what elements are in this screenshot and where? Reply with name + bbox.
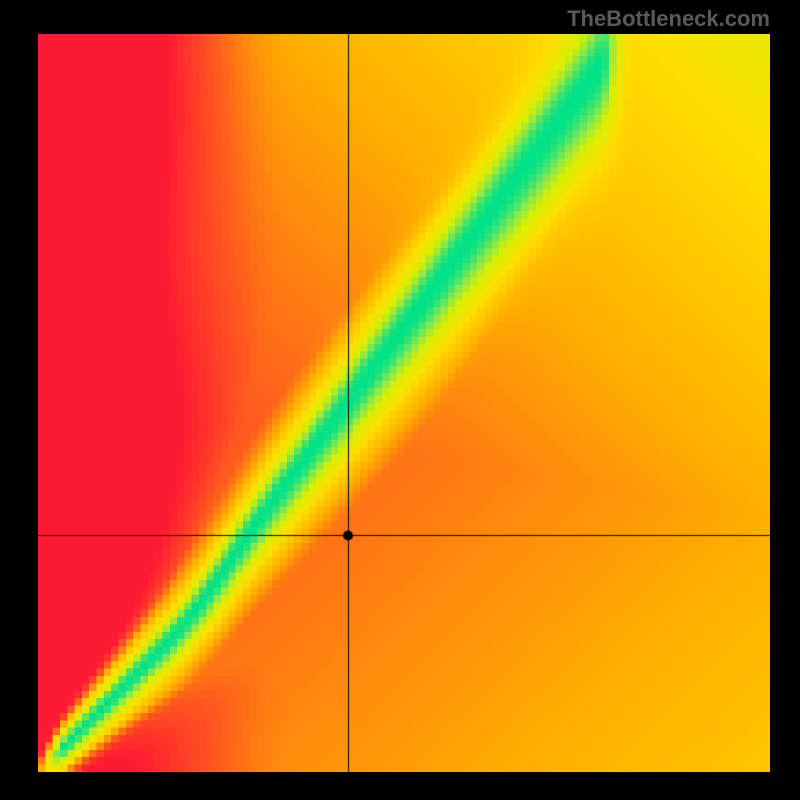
watermark-text: TheBottleneck.com — [567, 6, 770, 32]
chart-container: TheBottleneck.com — [0, 0, 800, 800]
heatmap-canvas — [38, 34, 770, 772]
